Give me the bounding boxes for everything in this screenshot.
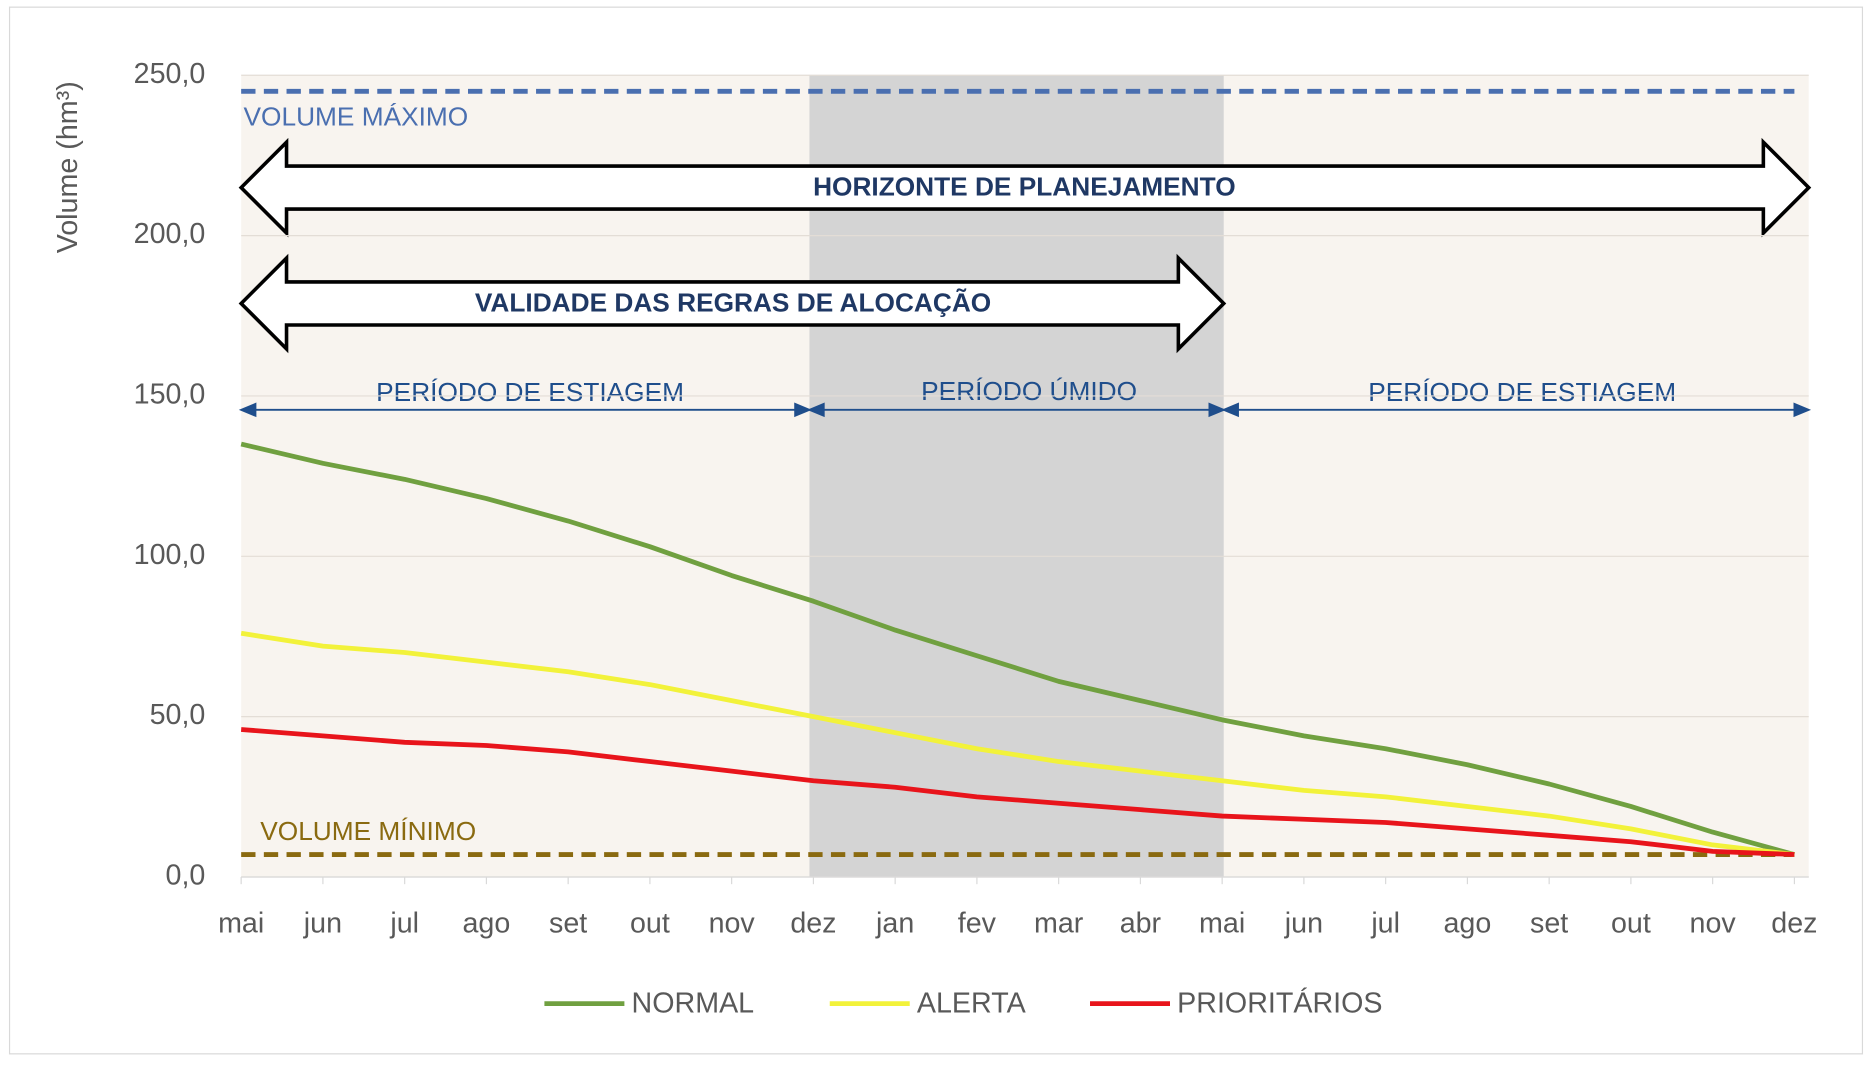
reference-label: VOLUME MÁXIMO — [244, 102, 469, 132]
x-tick-label: set — [1530, 907, 1568, 939]
x-tick-label: nov — [709, 907, 756, 939]
y-tick-label: 0,0 — [166, 860, 206, 892]
x-tick-label: jun — [303, 907, 342, 939]
x-tick-label: fev — [958, 907, 997, 939]
x-tick-label: jan — [875, 907, 914, 939]
horizon-arrow — [238, 137, 1812, 238]
x-tick-label: jul — [1370, 907, 1400, 939]
legend-label: ALERTA — [917, 987, 1027, 1019]
period-arrows — [238, 402, 1812, 418]
x-tick-label: nov — [1690, 907, 1737, 939]
horizon-label: HORIZONTE DE PLANEJAMENTO — [813, 172, 1236, 202]
validity-arrow — [238, 253, 1227, 354]
period-label: PERÍODO ÚMIDO — [921, 376, 1137, 406]
x-tick-label: mai — [218, 907, 264, 939]
legend-label: NORMAL — [632, 987, 755, 1019]
y-tick-label: 250,0 — [134, 58, 206, 90]
series-line — [240, 441, 1796, 857]
series-line — [240, 727, 1795, 857]
x-tick-label: jun — [1284, 907, 1323, 939]
arrowhead — [1221, 402, 1239, 418]
series-line — [240, 630, 1795, 857]
x-tick-label: jul — [389, 907, 419, 939]
y-tick-label: 200,0 — [134, 218, 206, 250]
x-tick-label: mai — [1199, 907, 1245, 939]
x-tick-label: set — [549, 907, 587, 939]
x-tick-label: out — [630, 907, 670, 939]
arrowhead — [1793, 402, 1812, 418]
y-tick-label: 50,0 — [150, 699, 206, 731]
arrowhead — [807, 402, 825, 418]
period-label: PERÍODO DE ESTIAGEM — [376, 377, 684, 407]
validity-label: VALIDADE DAS REGRAS DE ALOCAÇÃO — [475, 288, 991, 318]
x-tick-label: abr — [1120, 907, 1162, 939]
period-label: PERÍODO DE ESTIAGEM — [1368, 377, 1676, 407]
arrowhead — [1208, 402, 1227, 418]
y-tick-label: 100,0 — [134, 539, 206, 571]
legend-label: PRIORITÁRIOS — [1177, 986, 1382, 1019]
x-tick-label: ago — [463, 907, 511, 939]
x-tick-label: ago — [1444, 907, 1492, 939]
y-axis-label: Volume (hm³) — [52, 81, 84, 253]
arrowhead — [794, 402, 812, 418]
y-tick-label: 150,0 — [134, 379, 206, 411]
x-tick-label: out — [1611, 907, 1651, 939]
arrowhead — [238, 402, 257, 418]
x-tick-label: dez — [790, 907, 836, 939]
reference-label: VOLUME MÍNIMO — [260, 816, 476, 846]
x-tick-label: dez — [1771, 907, 1817, 939]
x-tick-label: mar — [1034, 907, 1084, 939]
